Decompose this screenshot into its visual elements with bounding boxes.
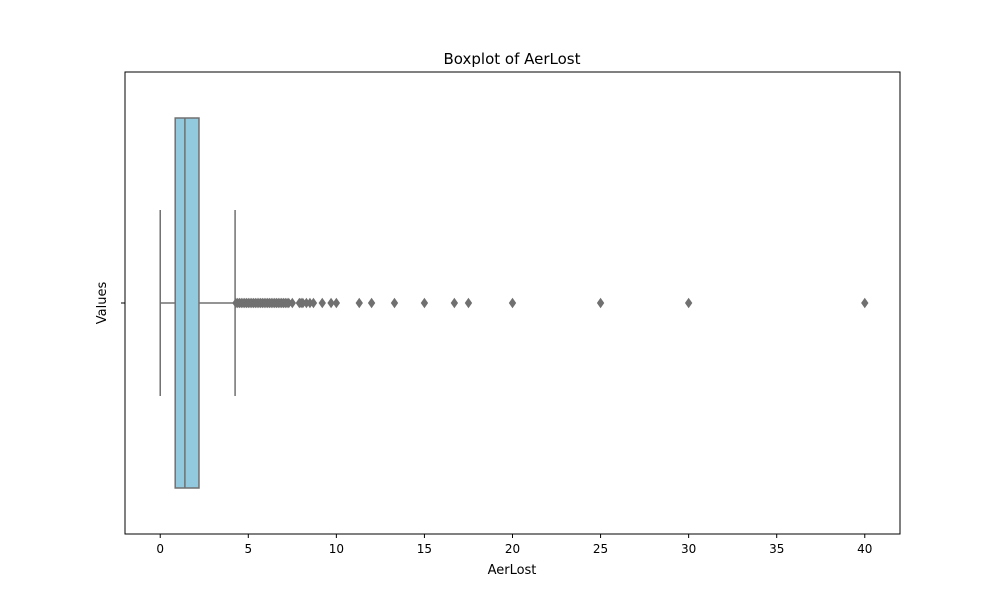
x-tick-label: 10	[329, 542, 344, 556]
outlier-point	[420, 297, 429, 309]
x-tick-label: 40	[857, 542, 872, 556]
plot-area	[159, 117, 869, 489]
outlier-point	[318, 297, 326, 309]
outlier-point	[288, 297, 297, 309]
outlier-point	[596, 297, 605, 309]
outlier-point	[684, 297, 693, 309]
x-tick-label: 20	[505, 542, 520, 556]
outlier-point	[327, 297, 335, 309]
x-axis-label: AerLost	[488, 563, 537, 578]
x-tick-label: 0	[156, 542, 164, 556]
outlier-point	[508, 297, 517, 309]
outlier-point	[464, 297, 473, 309]
outlier-point	[861, 297, 869, 309]
x-tick-label: 30	[681, 542, 696, 556]
x-tick-label: 25	[593, 542, 608, 556]
x-axis: 0 5 10 15 20 25 30 35 40	[156, 534, 872, 556]
outlier-point	[309, 297, 318, 309]
chart-title: Boxplot of AerLost	[444, 50, 581, 68]
x-tick-label: 35	[769, 542, 784, 556]
iqr-box	[174, 117, 200, 489]
outlier-point	[332, 297, 341, 309]
y-axis-label: Values	[95, 282, 110, 325]
x-tick-label: 15	[417, 542, 432, 556]
outlier-point	[355, 297, 363, 309]
x-tick-label: 5	[244, 542, 252, 556]
outlier-point	[450, 297, 459, 309]
outlier-point	[367, 297, 376, 309]
outlier-point	[390, 297, 399, 309]
